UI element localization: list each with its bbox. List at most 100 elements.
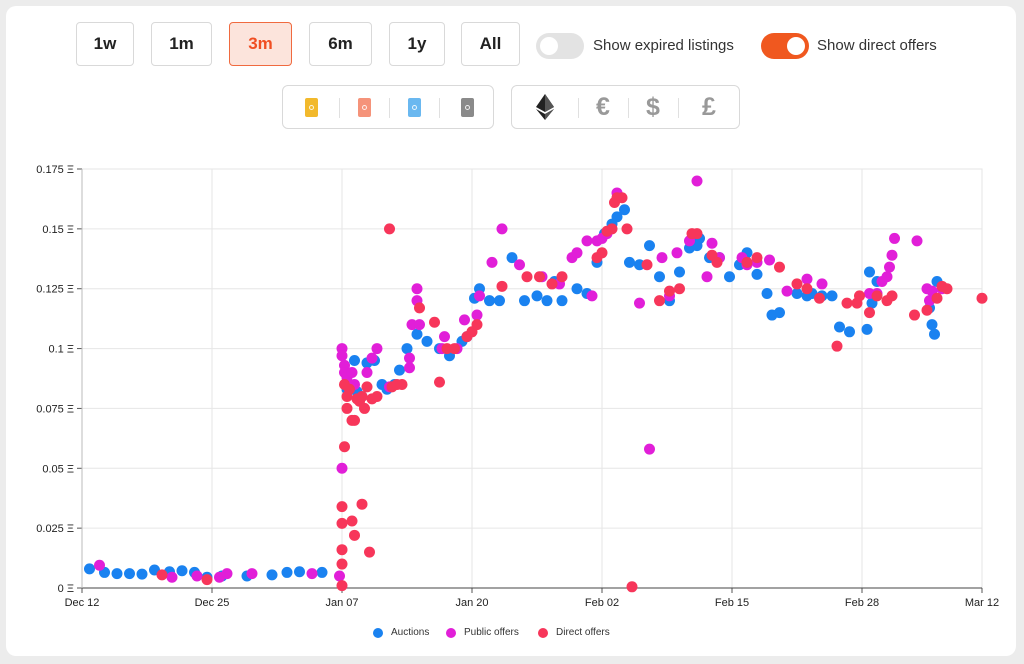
card-filter-orange[interactable] [339,86,389,128]
public-point [671,247,683,259]
direct-point [921,304,933,316]
legend-item-auctions[interactable]: Auctions [373,627,429,638]
period-all-button[interactable]: All [461,22,520,66]
x-tick-label: Dec 12 [65,597,100,609]
auctions-point [834,321,845,333]
public-offers-legend-dot [446,627,456,638]
public-point [886,249,898,261]
public-point [781,285,793,297]
plot-frame [81,168,983,589]
y-tick-label: 0.15 Ξ [42,224,74,236]
period-3m-button[interactable]: 3m [229,22,292,66]
auctions-point [654,271,665,283]
currency-eth-button[interactable] [512,86,578,128]
period-1y-button[interactable]: 1y [389,22,445,66]
auctions-point [519,295,530,307]
auctions-point [674,266,685,278]
auctions-point [541,295,553,307]
public-point [94,559,105,571]
auctions-point [349,355,360,367]
auctions-point [751,268,763,280]
public-point [514,259,525,271]
direct-point [606,223,618,235]
legend-item-direct-offers[interactable]: Direct offers [538,627,610,638]
euro-icon: € [596,92,610,121]
public-point [166,571,178,583]
public-point [336,462,348,474]
period-6m-button[interactable]: 6m [309,22,372,66]
toggle-knob [540,37,558,55]
direct-point [886,290,898,302]
card-filter-gold[interactable] [283,86,339,128]
public-point [571,247,583,259]
public-point [306,568,318,580]
expired-listings-label: Show expired listings [593,37,734,54]
direct-point [344,383,355,395]
public-point [404,362,415,374]
auctions-point [531,290,543,302]
public-point [701,271,713,283]
direct-point [556,271,568,283]
y-tick-label: 0.025 Ξ [36,523,74,535]
legend-item-public-offers[interactable]: Public offers [446,627,519,638]
public-point [586,290,598,302]
direct-point [751,252,763,264]
currency-usd-button[interactable]: $ [628,86,678,128]
auctions-point [176,565,188,577]
period-1w-button[interactable]: 1w [76,22,134,66]
expired-listings-toggle[interactable] [536,33,584,59]
x-tick-label: Feb 02 [585,597,619,609]
auctions-point [844,326,855,338]
direct-point [641,259,653,271]
auctions-point [571,283,583,295]
blue-card-icon [407,97,421,117]
direct-point [336,580,348,592]
direct-point [346,515,358,527]
auctions-point [791,288,803,300]
public-point [361,367,373,379]
orange-card-icon [357,97,371,117]
gray-card-icon [460,97,474,117]
direct-point [414,302,425,314]
auctions-point [761,288,773,300]
public-point [801,273,813,285]
y-tick-label: 0.05 Ξ [42,463,74,475]
auctions-point [124,568,135,580]
public-point [881,271,893,283]
direct-point [384,223,395,235]
auctions-point [281,566,293,578]
public-point [884,261,895,273]
direct-offers-toggle[interactable] [761,33,809,59]
auctions-point [294,566,305,578]
direct-point [854,290,865,302]
auctions-point [421,335,433,347]
auctions-point [411,328,423,340]
direct-point [336,501,348,513]
public-point [911,235,923,247]
auctions-legend-dot [373,627,383,638]
direct-point [471,319,483,331]
currency-gbp-button[interactable]: £ [678,86,740,128]
card-filter-gray[interactable] [439,86,495,128]
card-filter-blue[interactable] [389,86,439,128]
direct-point [791,278,803,290]
direct-point [449,343,460,355]
divider [389,98,390,118]
public-point [414,319,425,331]
divider [628,98,629,118]
auctions-point [926,319,938,331]
auctions-point [861,323,873,335]
y-tick-label: 0.1 Ξ [49,344,75,356]
y-tick-label: 0.175 Ξ [36,164,74,176]
period-1m-button[interactable]: 1m [151,22,212,66]
public-point [581,235,593,247]
public-point [496,223,508,235]
auctions-point [506,252,518,264]
price-scatter-chart: 0 Ξ 0.025 Ξ 0.05 Ξ 0.075 Ξ 0.1 Ξ 0.125 Ξ 0.15 … [36,164,999,609]
direct-point [371,390,383,402]
auctions-point [774,307,785,319]
currency-eur-button[interactable]: € [578,86,628,128]
public-point [371,343,383,355]
direct-point [356,498,368,510]
direct-point [596,247,608,259]
